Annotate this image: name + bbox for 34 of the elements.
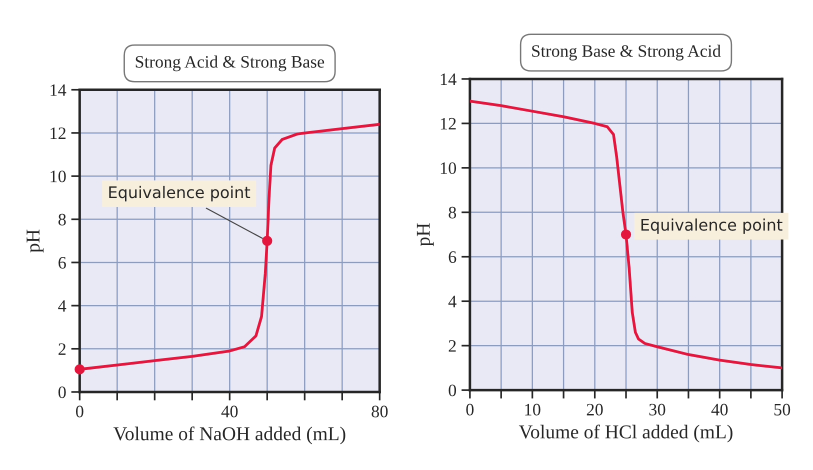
x-tick-label: 0 (466, 404, 474, 416)
y-tick-label: 6 (58, 256, 66, 269)
y-tick-label: 12 (440, 118, 456, 130)
y-tick-label: 0 (58, 386, 66, 398)
y-tick-label: 8 (448, 206, 456, 218)
x-tick-label: 20 (586, 404, 603, 416)
x-axis-title: Volume of NaOH added (mL) (113, 426, 346, 444)
annotation: Equivalence point (641, 218, 782, 234)
y-axis-title: pH (416, 223, 434, 246)
y-tick-label: 4 (58, 300, 66, 312)
y-tick-label: 4 (448, 296, 456, 308)
y-tick-label: 10 (440, 162, 456, 174)
x-tick-label: 0 (76, 406, 84, 418)
chart-title: Strong Base & Strong Acid (532, 44, 721, 60)
annotation: Equivalence point (109, 186, 250, 202)
y-tick-label: 0 (448, 384, 456, 396)
x-tick-label: 80 (372, 406, 388, 418)
x-axis-title: Volume of HCl added (mL) (518, 424, 732, 442)
y-tick-label: 8 (58, 214, 66, 226)
x-tick-label: 40 (221, 406, 238, 418)
y-axis-title: pH (26, 230, 44, 252)
y-tick-label: 10 (50, 170, 66, 182)
y-tick-label: 2 (58, 343, 66, 355)
y-tick-label: 2 (448, 340, 456, 352)
y-tick-label: 14 (50, 84, 66, 96)
y-tick-label: 14 (440, 74, 456, 85)
x-tick-label: 30 (649, 404, 666, 416)
x-tick-label: 40 (711, 404, 728, 416)
y-tick-label: 6 (448, 251, 456, 263)
x-tick-label: 10 (525, 404, 540, 416)
y-tick-label: 12 (50, 127, 66, 139)
x-tick-label: 50 (774, 404, 790, 416)
chart-title: Strong Acid & Strong Base (136, 56, 324, 72)
line-series (470, 100, 782, 370)
